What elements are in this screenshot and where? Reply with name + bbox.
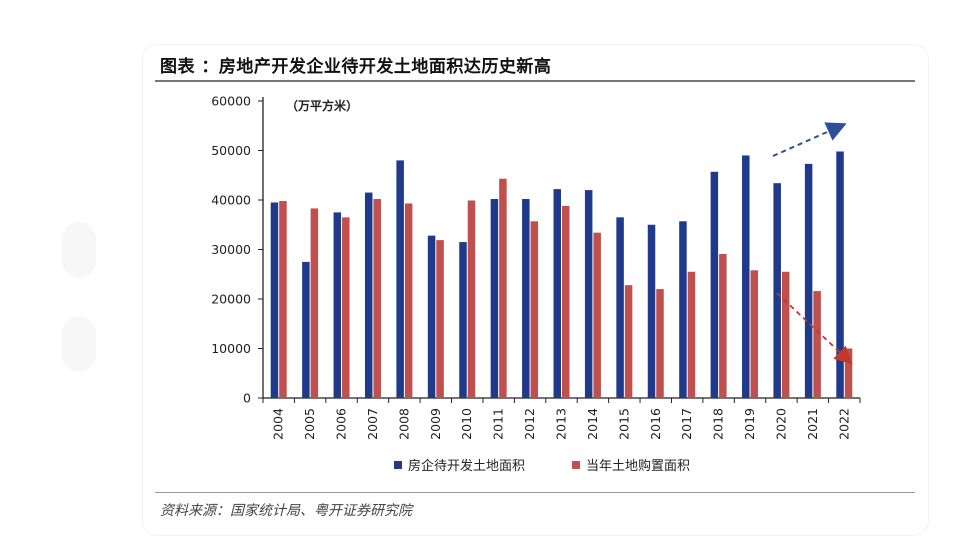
- bar-land-purchase: [467, 200, 476, 398]
- bar-waiting-land: [679, 221, 687, 398]
- bar-waiting-land: [396, 160, 404, 398]
- x-tick-label: 2006: [334, 408, 349, 440]
- title-divider: [155, 80, 915, 82]
- bar-waiting-land: [742, 155, 750, 398]
- bar-waiting-land: [773, 183, 781, 398]
- bar-land-purchase: [310, 208, 319, 398]
- x-tick-label: 2022: [836, 408, 851, 440]
- x-tick-label: 2020: [773, 408, 788, 440]
- bar-land-purchase: [624, 285, 633, 398]
- bar-land-purchase: [719, 253, 727, 398]
- bar-land-purchase: [844, 348, 853, 398]
- legend-label: 房企待开发土地面积: [408, 458, 525, 474]
- bar-waiting-land: [302, 261, 310, 398]
- bar-land-purchase: [750, 270, 759, 398]
- bar-land-purchase: [436, 240, 444, 398]
- trend-up-arrow: [772, 122, 847, 157]
- bar-land-purchase: [279, 200, 287, 398]
- x-tick-label: 2009: [428, 408, 443, 440]
- bar-waiting-land: [616, 217, 624, 398]
- x-tick-label: 2015: [616, 408, 631, 440]
- source-divider: [155, 492, 915, 493]
- bar-land-purchase: [342, 217, 350, 398]
- y-tick-label: 50000: [211, 143, 251, 158]
- x-tick-label: 2021: [805, 408, 820, 440]
- y-tick-label: 60000: [211, 94, 251, 109]
- side-decoration: [62, 316, 96, 372]
- y-tick-label: 20000: [211, 292, 251, 307]
- x-tick-label: 2013: [554, 408, 569, 440]
- x-tick-label: 2008: [396, 408, 411, 440]
- bar-land-purchase: [656, 289, 664, 398]
- x-tick-label: 2016: [648, 408, 663, 440]
- y-tick-label: 40000: [211, 193, 251, 208]
- x-tick-label: 2014: [585, 408, 600, 440]
- legend-label: 当年土地购置面积: [586, 458, 690, 474]
- x-tick-label: 2011: [491, 408, 506, 440]
- bar-waiting-land: [333, 212, 342, 398]
- x-tick-label: 2005: [302, 408, 317, 440]
- y-tick-label: 30000: [211, 242, 251, 257]
- bar-land-purchase: [562, 205, 570, 398]
- bar-land-purchase: [687, 271, 696, 398]
- bar-waiting-land: [584, 190, 593, 398]
- x-tick-label: 2017: [679, 408, 694, 440]
- bar-land-purchase: [404, 203, 413, 398]
- y-axis-unit-label: （万平方米）: [286, 98, 358, 113]
- bar-land-purchase: [781, 271, 790, 398]
- bar-waiting-land: [270, 202, 279, 398]
- bar-waiting-land: [364, 192, 373, 398]
- bar-land-purchase: [530, 221, 539, 398]
- source-note: 资料来源：国家统计局、粤开证券研究院: [160, 503, 412, 519]
- bar-land-purchase: [499, 178, 507, 398]
- x-tick-label: 2019: [742, 408, 757, 440]
- bar-land-purchase: [813, 291, 821, 398]
- bar-waiting-land: [836, 151, 844, 398]
- bar-waiting-land: [522, 199, 530, 398]
- figure-title: 图表 ：房地产开发企业待开发土地面积达历史新高: [160, 57, 552, 77]
- chart-legend: 房企待开发土地面积 当年土地购置面积: [394, 458, 690, 474]
- x-tick-label: 2004: [271, 408, 286, 440]
- bar-waiting-land: [490, 199, 499, 398]
- y-tick-label: 10000: [211, 341, 251, 356]
- bar-waiting-land: [553, 189, 561, 398]
- legend-swatch: [394, 461, 402, 469]
- side-decoration: [62, 222, 96, 278]
- x-tick-label: 2018: [711, 408, 726, 440]
- legend-swatch: [572, 461, 580, 469]
- bar-waiting-land: [804, 163, 813, 398]
- x-tick-label: 2010: [459, 408, 474, 440]
- bar-waiting-land: [459, 242, 467, 398]
- x-tick-label: 2007: [365, 408, 380, 440]
- bar-waiting-land: [710, 171, 719, 398]
- y-tick-label: 0: [243, 391, 251, 406]
- x-tick-label: 2012: [522, 408, 537, 440]
- trend-down-arrow: [776, 292, 853, 365]
- bar-waiting-land: [647, 224, 656, 398]
- bar-waiting-land: [427, 235, 436, 398]
- bar-land-purchase: [373, 199, 381, 398]
- bar-land-purchase: [593, 232, 601, 398]
